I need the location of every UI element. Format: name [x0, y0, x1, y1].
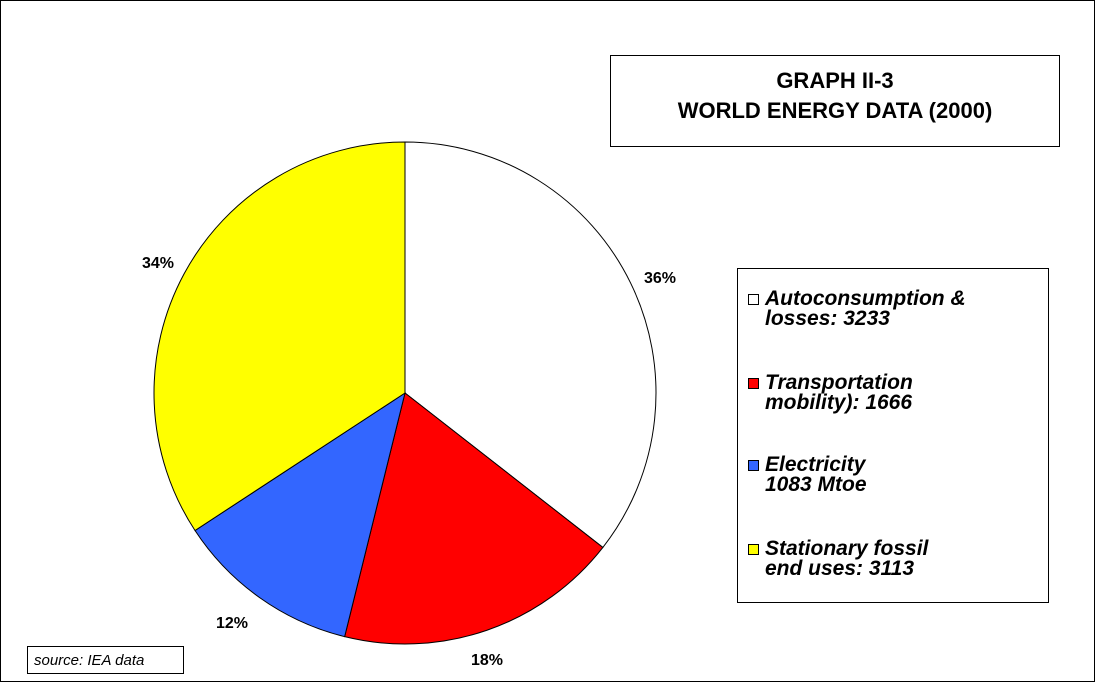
pie-slice-electricity: [194, 391, 406, 638]
legend-label-autoconsumption-line1: Autoconsumption &: [765, 287, 966, 310]
legend-swatch-transportation: [748, 378, 759, 389]
legend-swatch-electricity: [748, 460, 759, 471]
source-box: source: IEA data: [27, 646, 184, 674]
legend-label-transportation-line1: Transportation: [765, 371, 913, 394]
pie-label-electricity: 12%: [216, 615, 248, 632]
source-note: source: IEA data: [34, 652, 145, 669]
legend-label-electricity-line1: Electricity: [765, 453, 866, 476]
legend-swatch-stationary-fossil: [748, 544, 759, 555]
pie-slice-transportation: [344, 392, 604, 645]
legend-label-transportation-line2: mobility): 1666: [765, 391, 913, 414]
legend-label-stationary-fossil-line1: Stationary fossil: [765, 537, 929, 560]
pie-label-autoconsumption: 36%: [644, 270, 676, 287]
pie-slice-stationary-fossil: [153, 141, 406, 532]
legend-swatch-autoconsumption: [748, 294, 759, 305]
legend-label-stationary-fossil-line2: end uses: 3113: [765, 557, 915, 580]
legend-label-autoconsumption-line2: losses: 3233: [765, 307, 890, 330]
chart-subtitle: WORLD ENERGY DATA (2000): [677, 98, 993, 123]
pie-slice-autoconsumption: [404, 141, 657, 549]
pie-label-transportation: 18%: [471, 652, 503, 669]
legend: Autoconsumption & losses: 3233 Transport…: [737, 268, 1049, 603]
legend-label-electricity-line2: 1083 Mtoe: [765, 473, 867, 496]
title-box: GRAPH II-3 WORLD ENERGY DATA (2000): [610, 55, 1060, 147]
pie-label-stationary-fossil: 34%: [142, 255, 174, 272]
chart-title: GRAPH II-3: [776, 68, 894, 93]
